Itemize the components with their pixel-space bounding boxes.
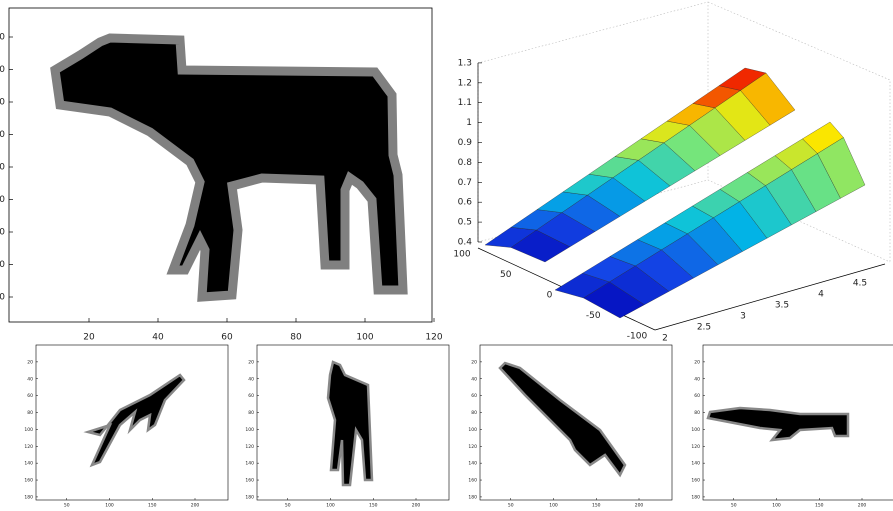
x-tick-label: 3.5 [775,301,789,311]
y-tick-label: 140 [468,461,477,467]
y-tick-label: 120 [468,444,477,450]
y-tick-label: 100 [453,250,470,260]
y-tick-label: 20 [471,359,477,365]
y-tick-label: 120 [24,444,33,450]
x-tick-label: 100 [549,503,558,509]
y-tick-label: 100 [691,427,700,433]
small-panels: 50 100 150 200 20 40 60 80 100 120 140 160 180 50 100 1… [24,344,893,509]
x-tick-label: 150 [369,503,378,509]
x-tick-label: 200 [635,503,644,509]
surface [484,67,866,319]
y-tick-label: 160 [691,478,700,484]
x-tick-label: 40 [152,333,164,343]
y-tick-label: 20 [27,359,33,365]
y-tick-label: 80 [471,410,477,416]
y-tick-label: 60 [471,393,477,399]
z-tick-label: 1.2 [458,78,472,88]
z-tick-label: 1 [466,118,472,128]
surface-patch [740,72,796,126]
z-tick-label: 0.6 [458,198,473,208]
y-tick-label: 80 [27,410,33,416]
y-tick-label: 60 [0,195,5,205]
x-tick-label: 2.5 [697,323,711,333]
silhouette [498,361,627,478]
z-tick-label: 0.7 [458,178,472,188]
y-tick-label: 120 [691,444,700,450]
y-tick-label: 180 [245,494,254,500]
z-tick-label: 1.1 [458,98,472,108]
y-tick-label: 40 [0,130,5,140]
y-tick-label: 40 [471,376,477,382]
x-tick-label: 60 [221,333,233,343]
x-tick-label: 20 [83,333,95,343]
silhouette [706,406,850,442]
surface-patch [817,137,866,199]
y-tick-label: 140 [691,461,700,467]
x-tick-label: 150 [815,503,824,509]
y-tick-label: 160 [468,478,477,484]
x-tick-label: 50 [64,503,70,509]
y-tick-label: 70 [0,228,5,238]
y-tick-label: 10 [0,33,5,43]
x-tick-label: 2 [662,334,668,344]
x-tick-label: 120 [425,333,442,343]
x-tick-label: 100 [105,503,114,509]
y-tick-label: 60 [694,393,700,399]
x-tick-label: 200 [191,503,200,509]
x-tick-label: 150 [592,503,601,509]
y-tick-label: 20 [694,359,700,365]
y-tick-label: 60 [248,393,254,399]
z-tick-label: 0.4 [458,238,473,248]
x-tick-label: 4.5 [853,279,867,289]
y-tick-label: 80 [0,260,5,270]
y-tick-label: -100 [627,332,648,342]
y-tick-label: 160 [245,478,254,484]
surface-frame [477,1,891,263]
x-tick-label: 50 [285,503,291,509]
y-tick-label: 80 [248,410,254,416]
x-tick-label: 200 [412,503,421,509]
y-tick-label: 180 [24,494,33,500]
y-tick-label: 50 [500,270,512,280]
silhouette [83,373,186,468]
y-tick-label: 0 [547,291,553,301]
y-tick-label: 180 [691,494,700,500]
y-tick-label: -50 [586,311,601,321]
y-tick-label: 120 [245,444,254,450]
y-tick-label: 140 [24,461,33,467]
calf-silhouette [50,33,408,302]
y-tick-label: 40 [27,376,33,382]
z-tick-label: 0.9 [458,138,473,148]
x-tick-label: 200 [858,503,867,509]
x-tick-label: 100 [356,333,373,343]
x-tick-label: 50 [731,503,737,509]
x-tick-label: 100 [772,503,781,509]
x-tick-label: 3 [740,312,746,322]
y-tick-label: 20 [248,359,254,365]
x-tick-label: 100 [326,503,335,509]
y-tick-label: 40 [248,376,254,382]
silhouette [326,360,374,487]
x-tick-label: 4 [818,290,824,300]
x-tick-label: 150 [148,503,157,509]
z-tick-label: 0.5 [458,218,472,228]
y-tick-label: 30 [0,98,5,108]
z-tick-label: 0.8 [458,158,473,168]
y-tick-label: 100 [245,427,254,433]
y-tick-label: 40 [694,376,700,382]
y-tick-label: 90 [0,293,5,303]
y-tick-label: 50 [0,163,5,173]
x-tick-label: 50 [508,503,514,509]
y-tick-label: 60 [27,393,33,399]
y-tick-label: 20 [0,65,5,75]
z-tick-label: 1.3 [458,58,472,68]
x-tick-label: 80 [290,333,302,343]
y-tick-label: 100 [24,427,33,433]
y-tick-label: 180 [468,494,477,500]
y-tick-label: 80 [694,410,700,416]
y-tick-label: 140 [245,461,254,467]
y-tick-label: 160 [24,478,33,484]
y-tick-label: 100 [468,427,477,433]
